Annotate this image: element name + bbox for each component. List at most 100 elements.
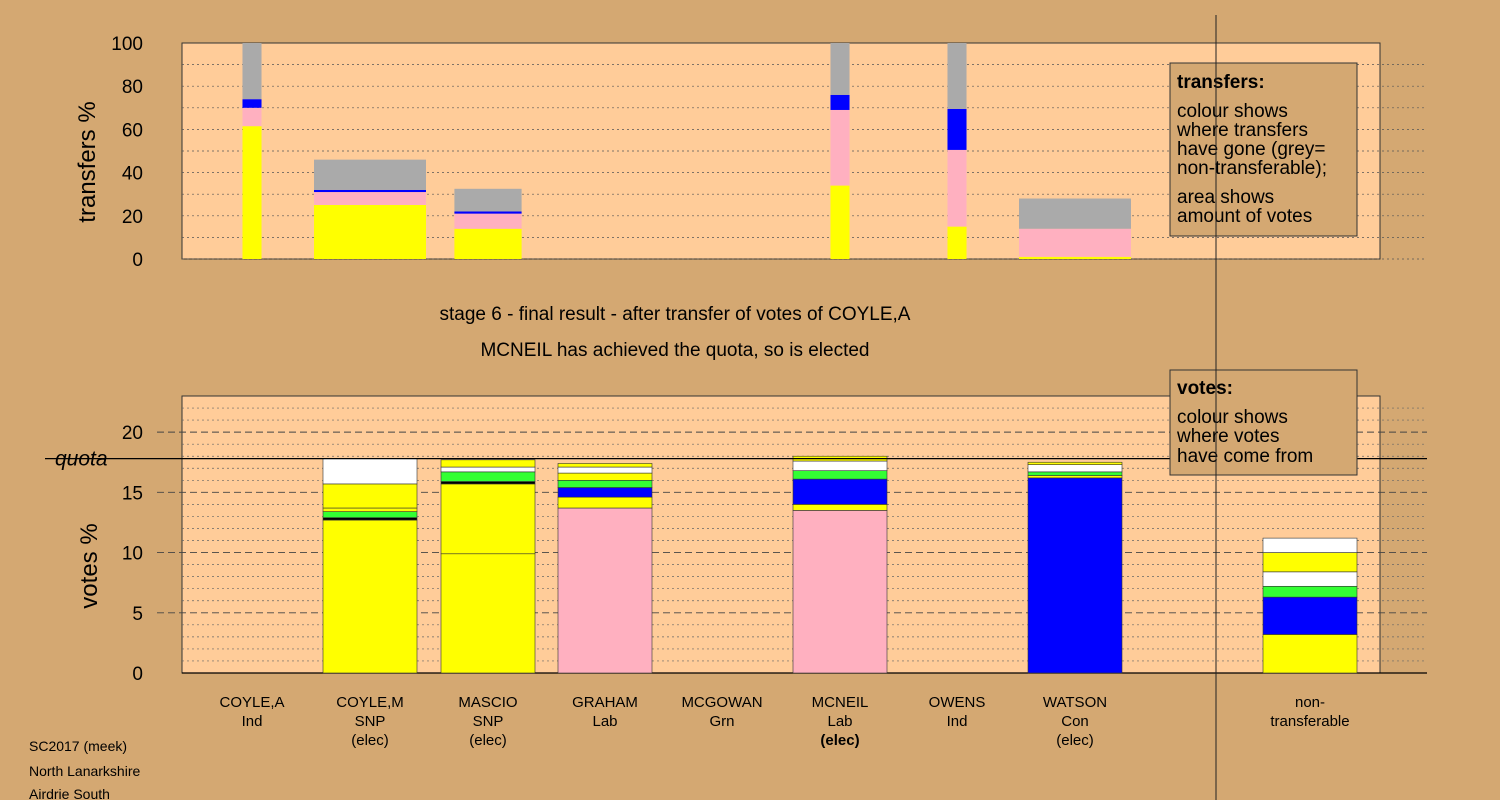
category-label: COYLE,M	[336, 694, 404, 711]
category-label: Ind	[947, 713, 968, 730]
vote-segment	[440, 483, 536, 555]
legend-transfers-line: have gone (grey=	[1177, 139, 1325, 160]
transfer-segment	[454, 211, 522, 214]
legend-votes-line: where votes	[1176, 426, 1279, 447]
y-tick-label: 15	[122, 483, 143, 504]
vote-segment	[322, 517, 418, 521]
y-tick-label: 20	[122, 207, 143, 228]
vote-segment	[322, 507, 418, 512]
category-label: (elec)	[1056, 732, 1094, 749]
vote-segment	[557, 472, 653, 481]
vote-segment	[1262, 596, 1358, 635]
legend-votes: votes: colour shows where votes have com…	[1169, 369, 1358, 476]
category-label: OWENS	[929, 694, 986, 711]
legend-transfers-line: colour shows	[1177, 101, 1288, 122]
legend-transfers-line: amount of votes	[1177, 206, 1312, 227]
y-tick-label: 10	[122, 544, 143, 565]
transfer-segment	[314, 192, 426, 205]
footer-line: SC2017 (meek)	[29, 738, 127, 754]
transfer-segment	[1019, 198, 1131, 229]
footer-line: Airdrie South	[29, 786, 110, 800]
vote-segment	[792, 510, 888, 674]
category-label: Lab	[592, 713, 617, 730]
vote-segment	[792, 504, 888, 511]
y-tick-label: 5	[132, 604, 143, 625]
transfer-segment	[314, 159, 426, 190]
vote-segment	[792, 478, 888, 505]
vote-segment	[557, 496, 653, 509]
quota-label: quota	[55, 448, 108, 471]
category-label: transferable	[1270, 713, 1349, 730]
category-label: (elec)	[469, 732, 507, 749]
vote-segment	[1262, 585, 1358, 598]
vote-segment	[792, 460, 888, 471]
stage-title: stage 6 - final result - after transfer …	[440, 304, 911, 325]
y-tick-label: 0	[132, 664, 143, 685]
transfer-segment	[314, 189, 426, 193]
transfer-segment	[947, 108, 967, 150]
votes-axis-label: votes %	[76, 523, 103, 608]
transfer-segment	[1019, 256, 1131, 259]
y-tick-label: 20	[122, 423, 143, 444]
category-label: MCGOWAN	[681, 694, 762, 711]
category-label: Ind	[242, 713, 263, 730]
y-tick-label: 60	[122, 120, 143, 141]
transfer-segment	[947, 149, 967, 227]
legend-transfers-line: where transfers	[1176, 120, 1308, 141]
transfers-axis-label: transfers %	[74, 101, 101, 222]
vote-segment	[1262, 571, 1358, 587]
vote-segment	[1027, 477, 1123, 674]
vote-segment	[440, 471, 536, 482]
y-tick-label: 40	[122, 164, 143, 185]
footer-line: North Lanarkshire	[29, 763, 140, 779]
category-label: Lab	[827, 713, 852, 730]
transfer-segment	[314, 205, 426, 259]
transfer-segment	[242, 43, 262, 100]
transfer-segment	[947, 226, 967, 259]
category-label: (elec)	[351, 732, 389, 749]
transfer-segment	[830, 43, 850, 95]
legend-votes-title: votes:	[1177, 378, 1233, 399]
legend-transfers-line: area shows	[1177, 187, 1274, 208]
category-label: Con	[1061, 713, 1089, 730]
vote-segment	[322, 519, 418, 674]
vote-segment	[1027, 461, 1123, 465]
vote-segment	[440, 481, 536, 485]
vote-segment	[557, 463, 653, 468]
category-label: WATSON	[1043, 694, 1107, 711]
category-label: GRAHAM	[572, 694, 638, 711]
stage-subtitle: MCNEIL has achieved the quota, so is ele…	[480, 340, 869, 361]
vote-segment	[440, 466, 536, 473]
vote-segment	[1027, 464, 1123, 473]
legend-votes-line: have come from	[1177, 446, 1313, 467]
category-label: MCNEIL	[812, 694, 869, 711]
y-tick-label: 100	[111, 34, 143, 55]
transfer-segment	[830, 185, 850, 259]
y-tick-label: 80	[122, 77, 143, 98]
vote-segment	[557, 487, 653, 498]
transfer-segment	[1019, 228, 1131, 257]
vote-segment	[1262, 537, 1358, 553]
y-tick-label: 0	[132, 250, 143, 271]
vote-segment	[440, 459, 536, 468]
vote-segment	[440, 553, 536, 674]
vote-segment	[322, 483, 418, 509]
vote-segment	[1027, 471, 1123, 476]
transfer-segment	[242, 126, 262, 259]
transfer-segment	[830, 109, 850, 186]
legend-transfers-line: non-transferable);	[1177, 158, 1327, 179]
vote-segment	[1262, 634, 1358, 674]
transfer-segment	[947, 43, 967, 109]
transfer-segment	[454, 228, 522, 259]
vote-segment	[1262, 552, 1358, 573]
vote-segment	[322, 511, 418, 518]
category-label: (elec)	[820, 732, 859, 749]
category-label: non-	[1295, 694, 1325, 711]
category-label: Grn	[709, 713, 734, 730]
vote-segment	[1027, 475, 1123, 479]
vote-segment	[557, 507, 653, 674]
vote-segment	[792, 470, 888, 480]
legend-transfers-title: transfers:	[1177, 72, 1265, 93]
transfer-segment	[454, 213, 522, 229]
